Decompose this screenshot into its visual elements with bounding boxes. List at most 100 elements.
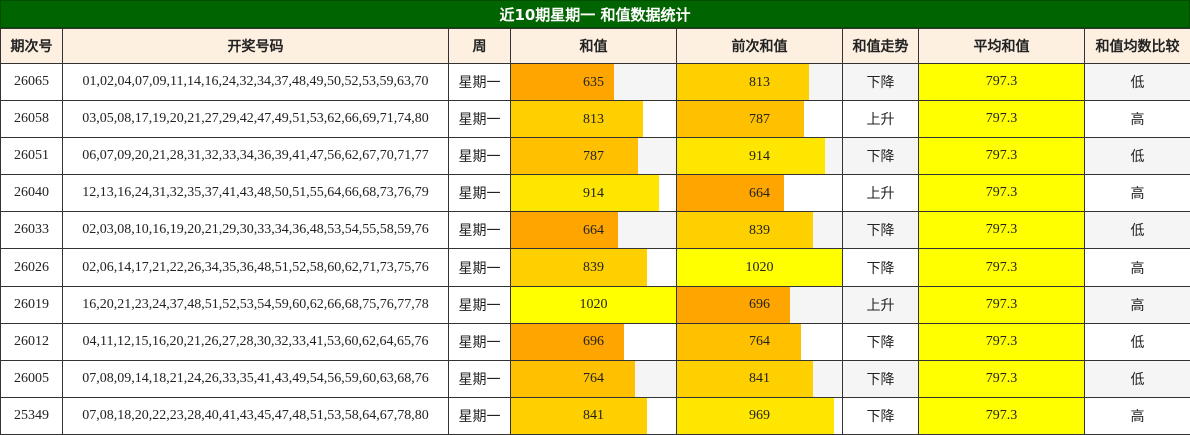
avg-cell: 797.3 <box>919 212 1085 249</box>
numbers-cell: 01,02,04,07,09,11,14,16,24,32,34,37,48,4… <box>63 64 449 101</box>
header-sum: 和值 <box>511 29 677 64</box>
numbers-cell: 07,08,18,20,22,23,28,40,41,43,45,47,48,5… <box>63 397 449 434</box>
compare-cell: 低 <box>1085 138 1190 175</box>
sum-value: 1020 <box>580 297 608 312</box>
header-compare: 和值均数比较 <box>1085 29 1190 64</box>
sum-value: 841 <box>583 408 604 423</box>
sum-value: 764 <box>583 371 604 386</box>
numbers-cell: 06,07,09,20,21,28,31,32,33,34,36,39,41,4… <box>63 138 449 175</box>
prev-sum-cell: 813 <box>677 64 843 101</box>
prev-sum-bar <box>677 64 809 100</box>
prev-sum-bar <box>677 212 813 248</box>
prev-sum-value: 841 <box>749 371 770 386</box>
header-row: 期次号 开奖号码 周 和值 前次和值 和值走势 平均和值 和值均数比较 <box>1 29 1190 64</box>
numbers-cell: 02,06,14,17,21,22,26,34,35,36,48,51,52,5… <box>63 249 449 286</box>
trend-cell: 上升 <box>843 175 919 212</box>
numbers-cell: 03,05,08,17,19,20,21,27,29,42,47,49,51,5… <box>63 101 449 138</box>
sum-cell: 635 <box>511 64 677 101</box>
sum-value: 839 <box>583 260 604 275</box>
numbers-cell: 07,08,09,14,18,21,24,26,33,35,41,43,49,5… <box>63 360 449 397</box>
trend-cell: 下降 <box>843 397 919 434</box>
trend-cell: 下降 <box>843 249 919 286</box>
sum-value: 813 <box>583 112 604 127</box>
period-cell: 26005 <box>1 360 63 397</box>
sum-cell: 813 <box>511 101 677 138</box>
compare-cell: 高 <box>1085 286 1190 323</box>
prev-sum-bar <box>677 101 804 137</box>
sum-bar <box>511 324 624 360</box>
sum-bar <box>511 138 638 174</box>
header-trend: 和值走势 <box>843 29 919 64</box>
avg-cell: 797.3 <box>919 397 1085 434</box>
compare-cell: 低 <box>1085 360 1190 397</box>
compare-cell: 高 <box>1085 397 1190 434</box>
trend-cell: 下降 <box>843 323 919 360</box>
trend-cell: 下降 <box>843 212 919 249</box>
sum-bar <box>511 249 647 285</box>
prev-sum-value: 787 <box>749 112 770 127</box>
compare-cell: 高 <box>1085 101 1190 138</box>
period-cell: 26033 <box>1 212 63 249</box>
header-prev-sum: 前次和值 <box>677 29 843 64</box>
prev-sum-cell: 839 <box>677 212 843 249</box>
avg-cell: 797.3 <box>919 360 1085 397</box>
week-cell: 星期一 <box>449 138 511 175</box>
table-title: 近10期星期一 和值数据统计 <box>0 0 1190 28</box>
prev-sum-value: 696 <box>749 297 770 312</box>
sum-value: 635 <box>583 75 604 90</box>
compare-cell: 低 <box>1085 323 1190 360</box>
header-avg: 平均和值 <box>919 29 1085 64</box>
prev-sum-cell: 696 <box>677 286 843 323</box>
sum-cell: 839 <box>511 249 677 286</box>
trend-cell: 上升 <box>843 286 919 323</box>
header-period: 期次号 <box>1 29 63 64</box>
week-cell: 星期一 <box>449 212 511 249</box>
sum-cell: 1020 <box>511 286 677 323</box>
week-cell: 星期一 <box>449 101 511 138</box>
sum-value: 914 <box>583 186 604 201</box>
numbers-cell: 12,13,16,24,31,32,35,37,41,43,48,50,51,5… <box>63 175 449 212</box>
period-cell: 26051 <box>1 138 63 175</box>
sum-cell: 914 <box>511 175 677 212</box>
prev-sum-cell: 787 <box>677 101 843 138</box>
week-cell: 星期一 <box>449 249 511 286</box>
prev-sum-bar <box>677 324 801 360</box>
prev-sum-value: 914 <box>749 149 770 164</box>
period-cell: 26058 <box>1 101 63 138</box>
sum-cell: 664 <box>511 212 677 249</box>
header-numbers: 开奖号码 <box>63 29 449 64</box>
prev-sum-value: 1020 <box>746 260 774 275</box>
sum-cell: 764 <box>511 360 677 397</box>
avg-cell: 797.3 <box>919 64 1085 101</box>
prev-sum-cell: 664 <box>677 175 843 212</box>
avg-cell: 797.3 <box>919 249 1085 286</box>
prev-sum-value: 764 <box>749 334 770 349</box>
prev-sum-bar <box>677 287 790 323</box>
prev-sum-bar <box>677 361 813 397</box>
avg-cell: 797.3 <box>919 101 1085 138</box>
compare-cell: 高 <box>1085 249 1190 286</box>
prev-sum-value: 969 <box>749 408 770 423</box>
prev-sum-value: 813 <box>749 75 770 90</box>
trend-cell: 下降 <box>843 360 919 397</box>
sum-bar <box>511 361 635 397</box>
trend-cell: 上升 <box>843 101 919 138</box>
sum-cell: 841 <box>511 397 677 434</box>
avg-cell: 797.3 <box>919 286 1085 323</box>
period-cell: 26019 <box>1 286 63 323</box>
compare-cell: 高 <box>1085 175 1190 212</box>
sum-value: 664 <box>583 223 604 238</box>
prev-sum-cell: 764 <box>677 323 843 360</box>
avg-cell: 797.3 <box>919 138 1085 175</box>
period-cell: 26026 <box>1 249 63 286</box>
avg-cell: 797.3 <box>919 323 1085 360</box>
period-cell: 26065 <box>1 64 63 101</box>
